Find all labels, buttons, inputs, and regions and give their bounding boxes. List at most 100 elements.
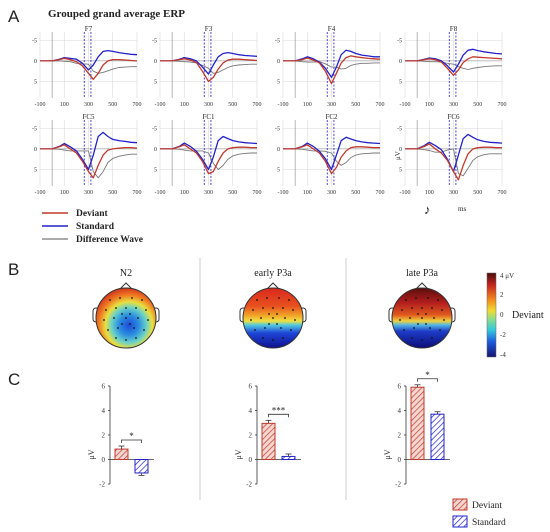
topo-title-n2: N2 (120, 268, 132, 279)
electrode-dot (103, 319, 105, 321)
y-tick-label: 6 (398, 383, 402, 391)
electrode-dot (413, 327, 415, 329)
electrode-dot (135, 337, 137, 339)
y-tick-label: 0 (34, 59, 37, 65)
x-tick-label: 100 (60, 190, 69, 196)
bar-charts: 6 4 2 0 -2 μV * 6 4 2 0 -2 μV *** 6 4 2 0 -2 μV * (87, 370, 450, 489)
electrode-dot (443, 319, 445, 321)
series-line-difference-wave (283, 148, 380, 166)
waveform-panel-f3: -100 100 300 500 700 -5 0 5 F3 (152, 25, 262, 108)
significance-bracket (417, 378, 438, 382)
electrode-dot (282, 337, 284, 339)
bar-deviant (114, 448, 129, 460)
x-tick-label: 300 (84, 102, 93, 108)
waveform-panel-fc6: -100 100 300 500 700 -5 0 5 FC6 (397, 113, 507, 196)
colorbar-tick-2: 0 (500, 311, 504, 319)
electrode-dot (117, 327, 119, 329)
electrode-dot (425, 323, 427, 325)
y-tick-label: 0 (249, 456, 253, 464)
bar-legend: Deviant Standard (452, 498, 506, 528)
x-tick-label: 500 (473, 102, 482, 108)
series-line-difference-wave (160, 60, 257, 74)
waveform-title: F3 (205, 25, 213, 33)
y-tick-label: -5 (275, 126, 280, 132)
waveform-panel-fc5: -100 100 300 500 700 -5 0 5 FC5 (32, 113, 142, 196)
series-line-deviant (40, 144, 138, 179)
topo-title-late-p3a: late P3a (406, 268, 438, 279)
electrode-dot (401, 309, 403, 311)
colorbar-tick-1: 2 (500, 291, 504, 299)
electrode-dot (260, 317, 262, 319)
bar-deviant (261, 422, 276, 460)
legend-label-standard: Standard (76, 222, 115, 232)
bar-legend-label-standard: Standard (472, 518, 506, 528)
electrode-dot (411, 337, 413, 339)
electrode-dot (427, 297, 429, 299)
y-tick-label: 2 (102, 432, 106, 440)
colorbar-gradient (486, 272, 497, 358)
x-tick-label: -100 (278, 102, 289, 108)
y-tick-label: -5 (152, 126, 157, 132)
significance-label: * (129, 431, 134, 441)
waveform-ylabel: μV (394, 151, 402, 160)
x-tick-label: 700 (376, 190, 385, 196)
x-tick-label: 500 (108, 102, 117, 108)
electrode-dot (431, 337, 433, 339)
significance-label: * (425, 370, 430, 380)
electrode-dot (105, 309, 107, 311)
y-tick-label: 5 (154, 80, 157, 86)
x-tick-label: 300 (327, 102, 336, 108)
electrode-dot (145, 309, 147, 311)
bar-chart-n2: 6 4 2 0 -2 μV * (87, 383, 154, 489)
bar-legend-swatch-standard (452, 515, 468, 528)
electrode-dot (129, 323, 131, 325)
y-tick-label: 4 (249, 407, 253, 415)
panel-label-b: B (8, 260, 19, 279)
waveform-panel-fc1: -100 100 300 500 700 -5 0 5 FC1 (152, 113, 262, 196)
y-tick-label: 0 (34, 147, 37, 153)
series-line-deviant (160, 144, 257, 175)
electrode-dot (437, 299, 439, 301)
x-tick-label: 100 (180, 102, 189, 108)
electrode-dot (109, 299, 111, 301)
bar-deviant (410, 386, 425, 461)
x-tick-label: 500 (228, 102, 237, 108)
x-tick-label: -100 (278, 190, 289, 196)
x-tick-label: 100 (180, 190, 189, 196)
waveform-xlabel: ms (458, 205, 466, 213)
electrode-dot (276, 313, 278, 315)
series-line-difference-wave (405, 60, 502, 70)
electrode-dot (403, 329, 405, 331)
waveform-panel-f8: -100 100 300 500 700 -5 0 5 F8 (397, 25, 507, 108)
topo-title-early-p3a: early P3a (254, 268, 292, 279)
electrode-dot (282, 307, 284, 309)
electrode-dot (141, 299, 143, 301)
x-tick-label: 100 (60, 102, 69, 108)
y-tick-label: -5 (275, 38, 280, 44)
y-tick-label: 0 (399, 59, 402, 65)
electrode-dot (425, 313, 427, 315)
series-line-standard (160, 51, 258, 75)
waveform-panel-f4: -100 100 300 500 700 -5 0 5 F4 (275, 25, 385, 108)
colorbar-tick-4: -4 (500, 351, 506, 359)
electrode-dot (115, 337, 117, 339)
waveform-panel-fc2: -100 100 300 500 700 -5 0 5 FC2 (275, 113, 385, 196)
electrode-dot (409, 317, 411, 319)
y-tick-label: 5 (277, 168, 280, 174)
x-tick-label: 100 (425, 190, 434, 196)
series-line-difference-wave (40, 60, 137, 74)
series-line-standard (283, 49, 380, 79)
y-tick-label: -5 (152, 38, 157, 44)
significance-bracket (268, 413, 289, 418)
electrode-dot (441, 309, 443, 311)
electrode-dot (125, 339, 127, 341)
topomap-n2 (92, 282, 160, 349)
electrode-dot (417, 313, 419, 315)
series-line-standard (40, 131, 138, 171)
bar-legend-label-deviant: Deviant (472, 501, 502, 511)
electrode-dot (399, 319, 401, 321)
series-line-deviant (405, 56, 503, 76)
electrode-dot (107, 329, 109, 331)
electrode-dot (272, 339, 274, 341)
